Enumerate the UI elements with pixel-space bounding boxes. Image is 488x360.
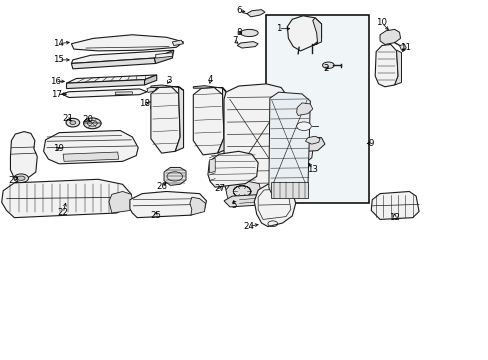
Bar <box>271 182 307 198</box>
Polygon shape <box>144 75 157 85</box>
Polygon shape <box>237 41 258 48</box>
Ellipse shape <box>17 176 25 180</box>
Polygon shape <box>175 87 183 151</box>
Text: 3: 3 <box>166 76 171 85</box>
Text: 21: 21 <box>62 114 73 123</box>
Text: 13: 13 <box>306 165 318 174</box>
Polygon shape <box>10 132 37 178</box>
Text: 19: 19 <box>53 144 63 153</box>
Text: 22: 22 <box>58 208 68 217</box>
Bar <box>266 15 368 203</box>
Polygon shape <box>115 92 132 95</box>
Polygon shape <box>207 151 258 187</box>
Polygon shape <box>305 136 320 144</box>
Text: 16: 16 <box>50 77 61 86</box>
Text: 18: 18 <box>139 99 150 108</box>
Polygon shape <box>224 194 266 207</box>
Polygon shape <box>1 179 131 218</box>
Text: 17: 17 <box>51 90 62 99</box>
Text: 26: 26 <box>156 182 167 191</box>
Ellipse shape <box>70 121 76 125</box>
Polygon shape <box>246 10 264 17</box>
Text: 9: 9 <box>368 139 373 148</box>
Polygon shape <box>312 18 321 45</box>
Text: 1: 1 <box>275 24 281 33</box>
Polygon shape <box>66 80 144 89</box>
Text: 4: 4 <box>207 75 213 84</box>
Ellipse shape <box>240 30 258 37</box>
Text: 20: 20 <box>82 114 93 123</box>
Polygon shape <box>130 192 206 218</box>
Polygon shape <box>43 131 138 164</box>
Polygon shape <box>399 44 406 50</box>
Polygon shape <box>296 103 312 116</box>
Text: 6: 6 <box>235 6 241 15</box>
Text: 12: 12 <box>388 213 399 222</box>
Text: 5: 5 <box>230 201 236 210</box>
Text: 25: 25 <box>150 211 161 220</box>
Polygon shape <box>71 50 173 63</box>
Polygon shape <box>189 197 205 215</box>
Text: 24: 24 <box>243 222 253 231</box>
Polygon shape <box>151 85 183 90</box>
Ellipse shape <box>14 174 28 183</box>
Ellipse shape <box>296 122 311 131</box>
Polygon shape <box>172 40 183 45</box>
Text: 8: 8 <box>235 28 241 37</box>
Polygon shape <box>305 137 325 151</box>
Polygon shape <box>254 184 295 226</box>
Text: 14: 14 <box>53 39 63 48</box>
Polygon shape <box>394 50 401 85</box>
Polygon shape <box>379 30 400 44</box>
Text: 11: 11 <box>399 43 410 52</box>
Polygon shape <box>268 92 310 198</box>
Ellipse shape <box>66 118 80 127</box>
Polygon shape <box>193 86 225 91</box>
Text: 15: 15 <box>53 55 63 64</box>
Polygon shape <box>209 158 215 173</box>
Text: 7: 7 <box>231 36 237 45</box>
Polygon shape <box>156 53 172 58</box>
Polygon shape <box>154 50 173 63</box>
Text: 2: 2 <box>323 64 328 73</box>
Polygon shape <box>109 192 133 213</box>
Polygon shape <box>61 89 147 98</box>
Polygon shape <box>147 87 157 93</box>
Text: 10: 10 <box>376 18 386 27</box>
Ellipse shape <box>83 118 101 129</box>
Ellipse shape <box>322 62 333 68</box>
Polygon shape <box>71 58 156 69</box>
Polygon shape <box>224 84 289 205</box>
Polygon shape <box>225 181 261 202</box>
Text: 27: 27 <box>214 184 225 193</box>
Polygon shape <box>150 106 153 109</box>
Polygon shape <box>374 44 397 87</box>
Polygon shape <box>71 35 183 51</box>
Polygon shape <box>370 192 418 220</box>
Polygon shape <box>66 75 157 83</box>
Polygon shape <box>193 87 224 155</box>
Polygon shape <box>287 143 312 164</box>
Polygon shape <box>287 16 321 51</box>
Polygon shape <box>63 152 119 161</box>
Text: 23: 23 <box>9 176 20 185</box>
Polygon shape <box>163 167 185 185</box>
Polygon shape <box>217 87 225 153</box>
Polygon shape <box>151 87 180 153</box>
